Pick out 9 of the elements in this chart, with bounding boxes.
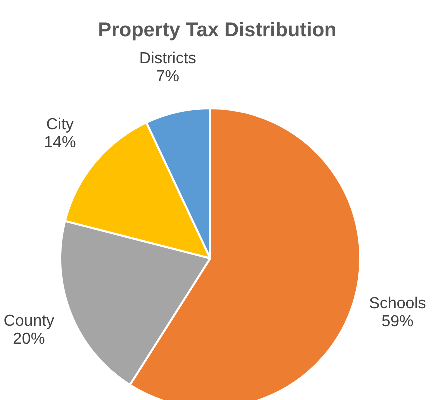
data-label: 7% xyxy=(156,68,180,86)
chart-title: Property Tax Distribution xyxy=(98,20,337,42)
slice-label: City xyxy=(46,116,74,134)
data-label: 20% xyxy=(13,330,46,348)
slice-label: County xyxy=(4,312,55,330)
slice-label: Districts xyxy=(140,50,196,68)
data-label: 14% xyxy=(44,134,76,152)
data-label: 59% xyxy=(382,313,414,330)
slice-label: Schools xyxy=(369,295,426,312)
